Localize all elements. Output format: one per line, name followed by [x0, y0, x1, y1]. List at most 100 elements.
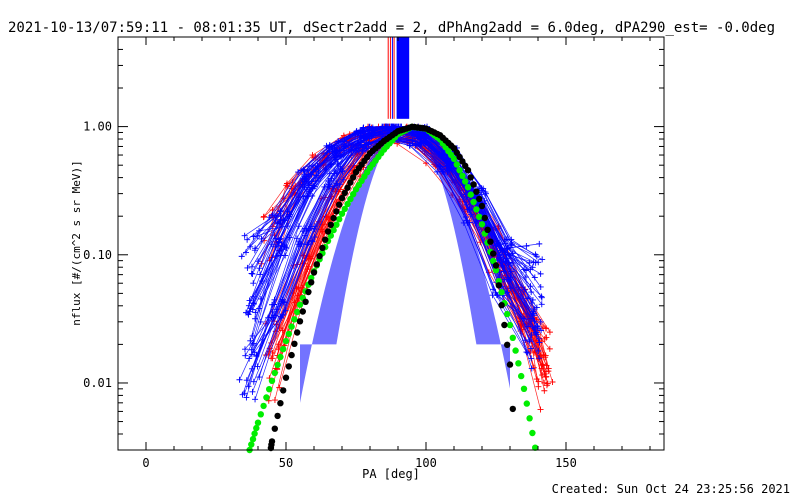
red-trace-point — [260, 214, 267, 221]
black-fit-point — [324, 228, 332, 235]
green-fit-point — [266, 386, 273, 393]
red-trace-point — [543, 334, 550, 341]
black-fit-point — [322, 236, 329, 243]
black-fit-point — [473, 188, 480, 195]
green-fit-point — [506, 321, 514, 329]
green-fit-point — [476, 213, 483, 220]
red-trace-point — [542, 374, 549, 381]
fit-curves — [246, 123, 539, 454]
green-fit-point — [523, 400, 530, 407]
black-fit-point — [299, 308, 306, 315]
green-fit-point — [498, 289, 505, 296]
blue-trace-point — [538, 294, 545, 301]
blue-trace-point — [445, 162, 452, 169]
green-fit-point — [456, 167, 463, 174]
black-fit-point — [296, 318, 304, 325]
blue-trace-point — [473, 218, 480, 225]
black-fit-point — [350, 174, 357, 181]
black-fit-point — [327, 221, 334, 228]
green-fit-point — [296, 301, 304, 308]
black-fit-point — [291, 340, 298, 347]
green-fit-point — [333, 221, 340, 228]
red-trace-point — [546, 329, 553, 336]
spike-marks — [387, 37, 410, 119]
y-tick-label: 0.01 — [83, 376, 112, 390]
black-fit-point — [341, 189, 348, 197]
blue-trace-point — [313, 172, 320, 179]
black-fit-point — [310, 269, 318, 276]
blue-trace-point — [246, 308, 253, 315]
green-fit-point — [330, 226, 337, 234]
y-axis-label: nflux [#/(cm^2 s sr MeV)] — [70, 160, 83, 326]
y-axis: 0.01 0.10 1.00 — [83, 36, 664, 451]
red-trace-point — [284, 180, 291, 187]
green-fit-point — [257, 411, 264, 418]
blue-trace-point — [265, 314, 272, 321]
blue-trace-point — [250, 233, 257, 240]
blue-trace-point — [534, 322, 541, 329]
blue-trace-point — [250, 280, 257, 287]
green-fit-point — [478, 221, 486, 228]
red-trace-point — [542, 352, 549, 359]
blue-trace-point — [321, 183, 328, 190]
green-fit-point — [285, 330, 292, 338]
green-fit-point — [268, 377, 276, 384]
blue-trace-point — [295, 241, 302, 248]
blue-trace-point — [537, 270, 544, 277]
blue-trace-point — [332, 150, 339, 157]
blue-trace-point — [241, 390, 248, 397]
blue-trace-point — [252, 396, 259, 403]
blue-trace-point — [535, 347, 542, 354]
blue-trace-point — [529, 311, 536, 318]
green-fit-point — [251, 430, 258, 437]
blue-trace-point — [529, 264, 536, 271]
green-fit-point — [492, 267, 500, 274]
green-fit-point — [504, 310, 511, 318]
green-fit-point — [294, 308, 301, 316]
blue-trace-point — [531, 318, 538, 325]
blue-trace-point — [330, 184, 337, 191]
blue-trace-point — [247, 243, 254, 250]
green-fit-point — [282, 337, 290, 345]
black-fit-point — [271, 425, 278, 432]
black-fit-point — [338, 194, 346, 202]
blue-trace-point — [331, 142, 338, 149]
green-fit-point — [520, 385, 528, 392]
black-fit-point — [464, 167, 472, 174]
blue-trace-point — [254, 233, 261, 240]
blue-trace-point — [271, 212, 278, 219]
green-fit-point — [518, 372, 525, 380]
blue-trace-point — [299, 228, 306, 235]
blue-trace-point — [348, 148, 355, 155]
blue-trace-point — [310, 182, 317, 189]
red-trace-point — [537, 406, 544, 413]
blue-trace-point — [531, 274, 538, 281]
blue-trace-point — [528, 345, 535, 352]
black-fit-point — [470, 181, 477, 188]
blue-trace-point — [509, 259, 516, 266]
blue-trace-point — [502, 251, 509, 258]
blue-trace-point — [323, 142, 330, 149]
green-fit-point — [450, 155, 458, 163]
blue-trace-point — [277, 313, 284, 320]
blue-trace-point — [245, 383, 252, 390]
blue-trace-point — [533, 304, 540, 311]
black-fit-point — [294, 329, 301, 336]
green-fit-point — [462, 178, 469, 185]
green-fit-point — [277, 353, 284, 361]
blue-trace-point — [272, 216, 279, 223]
green-fit-point — [453, 161, 460, 168]
green-fit-point — [509, 334, 516, 341]
black-fit-point — [308, 279, 315, 286]
blue-trace-point — [335, 138, 342, 145]
blue-trace-point — [535, 335, 542, 342]
created-timestamp: Created: Sun Oct 24 23:25:56 2021 — [552, 482, 790, 496]
blue-trace-point — [295, 223, 302, 230]
x-tick-label: 100 — [415, 456, 437, 470]
blue-trace-point — [250, 378, 257, 385]
blue-trace-point — [412, 142, 419, 149]
black-fit-point — [495, 282, 502, 289]
blue-trace-point — [531, 310, 538, 317]
blue-trace-point — [337, 166, 344, 173]
green-fit-point — [344, 200, 351, 208]
